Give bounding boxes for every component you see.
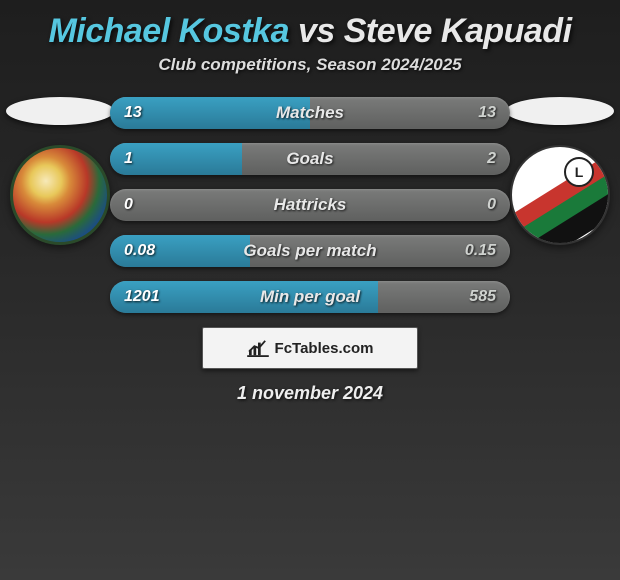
stat-value-left: 13 [124,104,142,122]
stat-value-right: 0 [487,196,496,214]
brand-chart-icon [247,339,269,357]
badge-letter-circle: L [564,157,594,187]
player2-silhouette [506,97,614,125]
stat-row: 0.08 Goals per match 0.15 [110,235,510,267]
competition-subtitle: Club competitions, Season 2024/2025 [0,55,620,75]
stat-value-left: 1 [124,150,133,168]
player2-name: Steve Kapuadi [344,12,572,50]
stat-label: Goals per match [243,241,376,261]
badge-letter: L [575,164,584,180]
player1-avatar-block [0,97,120,245]
stat-value-right: 13 [478,104,496,122]
player2-avatar-block: L [500,97,620,245]
stat-label: Min per goal [260,287,360,307]
stat-label: Matches [276,103,344,123]
player2-club-badge: L [510,145,610,245]
player1-club-badge [10,145,110,245]
stat-label: Hattricks [274,195,347,215]
generation-date: 1 november 2024 [0,383,620,404]
stat-value-left: 0.08 [124,242,155,260]
stat-row: 1 Goals 2 [110,143,510,175]
stat-value-right: 585 [469,288,496,306]
comparison-title: Michael Kostka vs Steve Kapuadi [0,0,620,55]
stat-value-left: 1201 [124,288,160,306]
stat-label: Goals [286,149,333,169]
stat-value-right: 2 [487,150,496,168]
player1-silhouette [6,97,114,125]
player1-name: Michael Kostka [48,12,289,50]
stat-row: 1201 Min per goal 585 [110,281,510,313]
brand-box: FcTables.com [202,327,418,369]
stat-row: 0 Hattricks 0 [110,189,510,221]
brand-text: FcTables.com [275,340,374,357]
stat-value-left: 0 [124,196,133,214]
stat-value-right: 0.15 [465,242,496,260]
vs-text: vs [298,12,335,50]
comparison-arena: L 13 Matches 13 1 Goals 2 0 Hattricks 0 0.08 Goals… [0,97,620,313]
stat-row: 13 Matches 13 [110,97,510,129]
stats-container: 13 Matches 13 1 Goals 2 0 Hattricks 0 0.08 Goals p… [110,97,510,313]
